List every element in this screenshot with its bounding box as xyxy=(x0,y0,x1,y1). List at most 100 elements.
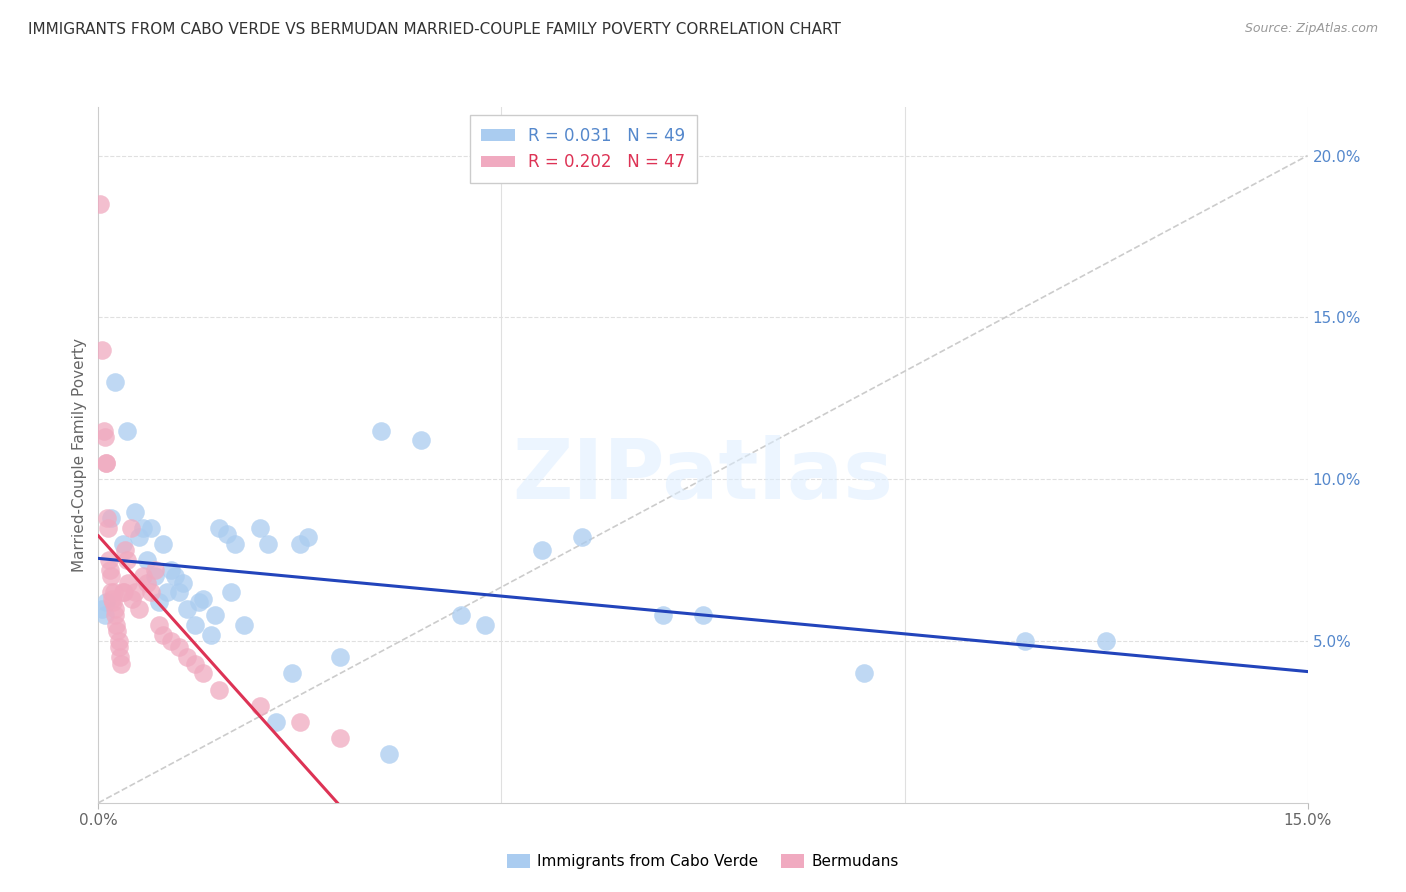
Point xyxy=(135,553,157,567)
Point xyxy=(193,666,215,681)
Point xyxy=(377,747,399,762)
Point xyxy=(288,714,311,729)
Point xyxy=(111,537,134,551)
Point xyxy=(188,595,211,609)
Point xyxy=(221,585,243,599)
Point xyxy=(96,456,118,470)
Point xyxy=(208,682,231,697)
Point xyxy=(139,521,162,535)
Point xyxy=(167,585,190,599)
Point xyxy=(115,424,138,438)
Point xyxy=(571,531,593,545)
Point xyxy=(139,585,162,599)
Point xyxy=(124,585,146,599)
Point xyxy=(167,640,190,655)
Point xyxy=(100,511,122,525)
Point xyxy=(297,531,319,545)
Point xyxy=(89,197,111,211)
Point xyxy=(148,617,170,632)
Point xyxy=(105,624,128,639)
Point xyxy=(128,601,150,615)
Point xyxy=(98,563,121,577)
Point xyxy=(204,608,226,623)
Point xyxy=(370,424,392,438)
Point xyxy=(409,434,432,448)
Point xyxy=(93,424,115,438)
Point xyxy=(329,731,352,745)
Point xyxy=(172,575,194,590)
Point xyxy=(135,575,157,590)
Point xyxy=(132,521,155,535)
Point xyxy=(91,343,114,357)
Point xyxy=(115,553,138,567)
Point xyxy=(160,563,183,577)
Point xyxy=(94,456,117,470)
Point xyxy=(184,617,207,632)
Point xyxy=(107,634,129,648)
Point xyxy=(143,563,166,577)
Point xyxy=(193,591,215,606)
Point xyxy=(148,595,170,609)
Legend: R = 0.031   N = 49, R = 0.202   N = 47: R = 0.031 N = 49, R = 0.202 N = 47 xyxy=(470,115,696,183)
Point xyxy=(200,627,222,641)
Point xyxy=(100,585,122,599)
Point xyxy=(112,585,135,599)
Point xyxy=(474,617,496,632)
Point xyxy=(256,537,278,551)
Point xyxy=(184,657,207,671)
Point xyxy=(208,521,231,535)
Point xyxy=(450,608,472,623)
Text: ZIPatlas: ZIPatlas xyxy=(513,435,893,516)
Point xyxy=(152,537,174,551)
Point xyxy=(232,617,254,632)
Point xyxy=(110,657,132,671)
Point xyxy=(249,698,271,713)
Point xyxy=(100,569,122,583)
Point xyxy=(176,650,198,665)
Point xyxy=(105,617,128,632)
Point xyxy=(124,504,146,518)
Point xyxy=(96,511,118,525)
Point xyxy=(94,608,117,623)
Point xyxy=(104,608,127,623)
Point xyxy=(111,585,134,599)
Point xyxy=(288,537,311,551)
Point xyxy=(108,640,131,655)
Point xyxy=(264,714,287,729)
Point xyxy=(117,575,139,590)
Point xyxy=(160,634,183,648)
Point xyxy=(651,608,673,623)
Point xyxy=(217,527,239,541)
Point xyxy=(121,591,143,606)
Point xyxy=(152,627,174,641)
Point xyxy=(91,601,114,615)
Point xyxy=(143,569,166,583)
Point xyxy=(1095,634,1118,648)
Legend: Immigrants from Cabo Verde, Bermudans: Immigrants from Cabo Verde, Bermudans xyxy=(501,848,905,875)
Point xyxy=(101,595,124,609)
Point xyxy=(97,553,120,567)
Point xyxy=(96,595,118,609)
Point xyxy=(692,608,714,623)
Point xyxy=(114,543,136,558)
Point xyxy=(120,521,142,535)
Point xyxy=(103,585,125,599)
Point xyxy=(163,569,186,583)
Point xyxy=(1014,634,1036,648)
Point xyxy=(94,430,117,444)
Text: Source: ZipAtlas.com: Source: ZipAtlas.com xyxy=(1244,22,1378,36)
Point xyxy=(224,537,246,551)
Point xyxy=(249,521,271,535)
Point xyxy=(176,601,198,615)
Point xyxy=(103,601,125,615)
Text: IMMIGRANTS FROM CABO VERDE VS BERMUDAN MARRIED-COUPLE FAMILY POVERTY CORRELATION: IMMIGRANTS FROM CABO VERDE VS BERMUDAN M… xyxy=(28,22,841,37)
Point xyxy=(103,375,125,389)
Point xyxy=(329,650,352,665)
Point xyxy=(128,531,150,545)
Point xyxy=(156,585,179,599)
Y-axis label: Married-Couple Family Poverty: Married-Couple Family Poverty xyxy=(72,338,87,572)
Point xyxy=(132,569,155,583)
Point xyxy=(97,521,120,535)
Point xyxy=(281,666,304,681)
Point xyxy=(101,591,124,606)
